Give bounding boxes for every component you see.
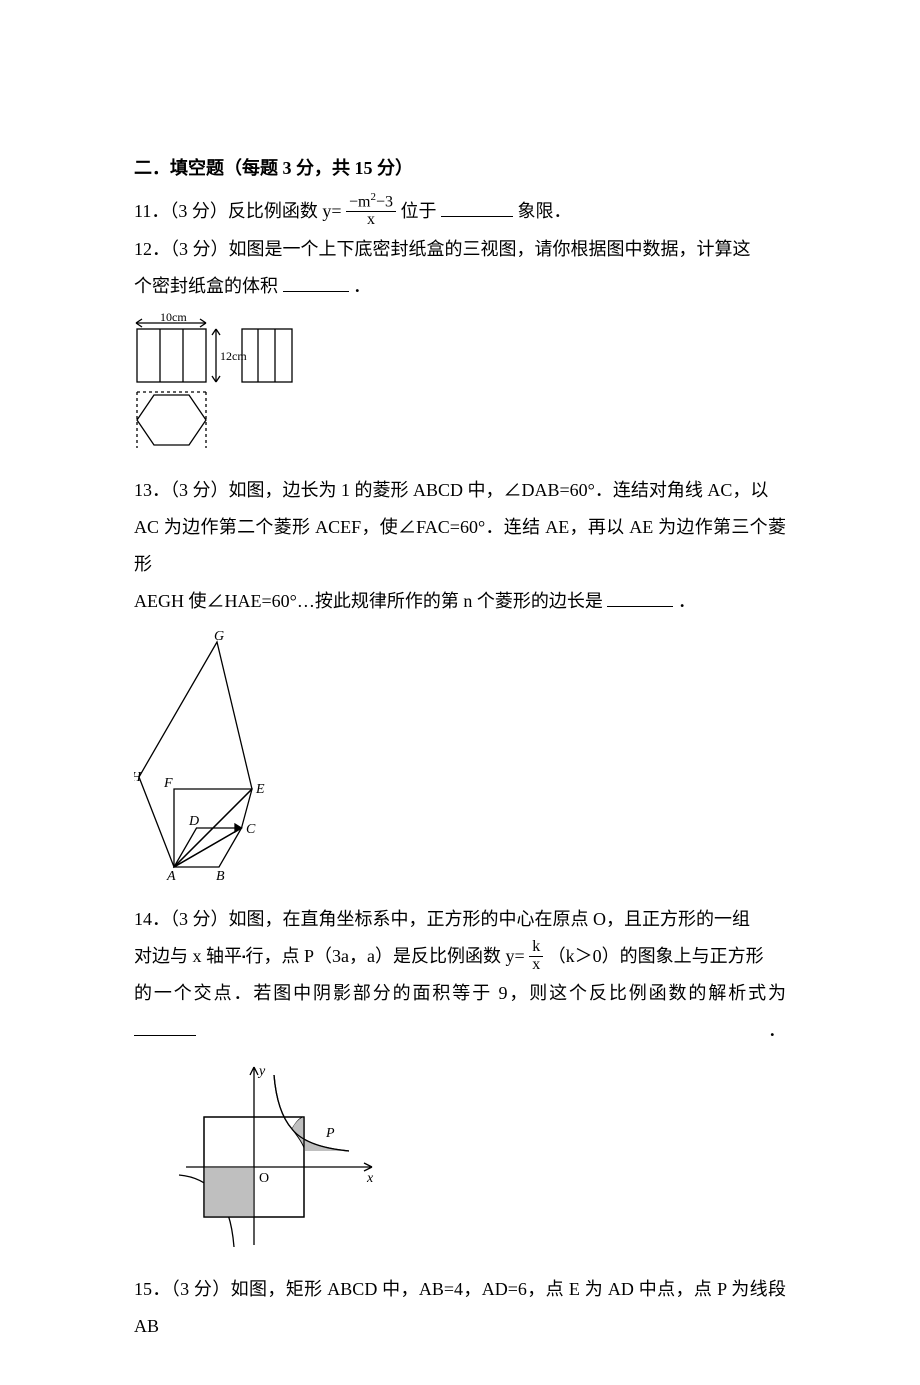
q11-tail: 象限．	[517, 201, 571, 221]
q12-line2b: ．	[353, 276, 371, 296]
q13-blank	[607, 588, 673, 606]
section-title: 二．填空题（每题 3 分，共 15 分）	[134, 150, 786, 187]
q12-dim-top: 10cm	[160, 313, 187, 324]
q14-line1: 14．（3 分）如图，在直角坐标系中，正方形的中心在原点 O，且正方形的一组	[134, 901, 786, 938]
q13-label-G: G	[214, 629, 224, 644]
q14-line2b: 行，点 P（3a，a）是反比例函数 y=	[246, 946, 525, 966]
q13-line3a: AEGH 使∠HAE=60°…按此规律所作的第 n 个菱形的边长是	[134, 591, 603, 611]
q11-blank	[441, 199, 513, 217]
q14-label-x: x	[366, 1171, 374, 1186]
q14-figure: y x O P	[174, 1057, 786, 1265]
question-11: 11．（3 分）反比例函数 y= −m2−3 x 位于 象限．	[134, 193, 786, 231]
q11-den: x	[346, 212, 396, 229]
q11-num: −m	[349, 194, 370, 211]
q14-line2c: （k＞0）的图象上与正方形	[548, 946, 764, 966]
q13-label-H: H	[134, 770, 142, 785]
q13-figure: G H F E D C A B	[134, 627, 786, 895]
q14-num: k	[529, 939, 543, 957]
q11-fraction: −m2−3 x	[346, 192, 396, 229]
q14-label-y: y	[257, 1064, 266, 1079]
q13-line1: 13．（3 分）如图，边长为 1 的菱形 ABCD 中，∠DAB=60°．连结对…	[134, 472, 786, 509]
question-14: 14．（3 分）如图，在直角坐标系中，正方形的中心在原点 O，且正方形的一组 对…	[134, 901, 786, 1049]
question-13: 13．（3 分）如图，边长为 1 的菱形 ABCD 中，∠DAB=60°．连结对…	[134, 472, 786, 620]
q14-blank	[134, 1018, 196, 1036]
q12-blank	[283, 274, 349, 292]
q11-mid: 位于	[400, 201, 436, 221]
q15-line1: 15．（3 分）如图，矩形 ABCD 中，AB=4，AD=6，点 E 为 AD …	[134, 1271, 786, 1345]
q14-label-O: O	[259, 1171, 269, 1186]
q14-fraction: k x	[529, 939, 543, 974]
q13-label-B: B	[216, 869, 225, 882]
q13-label-F: F	[163, 776, 173, 791]
q14-label-P: P	[325, 1126, 335, 1141]
q12-figure: 10cm 12cm	[134, 313, 786, 466]
q13-label-C: C	[246, 822, 256, 837]
q12-line2a: 个密封纸盒的体积	[134, 276, 278, 296]
q11-prefix: 11．（3 分）反比例函数 y=	[134, 201, 341, 221]
q13-label-D: D	[188, 814, 199, 829]
q12-line1: 12．（3 分）如图是一个上下底密封纸盒的三视图，请你根据图中数据，计算这	[134, 231, 786, 268]
q14-den: x	[529, 957, 543, 974]
q12-dim-side: 12cm	[220, 349, 247, 363]
q14-line2a: 对边与 x 轴平	[134, 946, 242, 966]
question-12: 12．（3 分）如图是一个上下底密封纸盒的三视图，请你根据图中数据，计算这 个密…	[134, 231, 786, 305]
q14-line3b: ．	[768, 1020, 786, 1040]
q13-line2: AC 为边作第二个菱形 ACEF，使∠FAC=60°．连结 AE，再以 AE 为…	[134, 509, 786, 583]
question-15: 15．（3 分）如图，矩形 ABCD 中，AB=4，AD=6，点 E 为 AD …	[134, 1271, 786, 1345]
q13-label-E: E	[255, 782, 265, 797]
q13-label-A: A	[166, 869, 176, 882]
q13-line3b: ．	[678, 591, 696, 611]
q14-line3a: 的一个交点．若图中阴影部分的面积等于 9，则这个反比例函数的解析式为	[134, 983, 786, 1003]
q11-num-tail: −3	[376, 194, 393, 211]
